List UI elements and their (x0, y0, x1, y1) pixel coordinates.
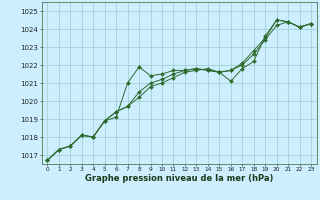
X-axis label: Graphe pression niveau de la mer (hPa): Graphe pression niveau de la mer (hPa) (85, 174, 273, 183)
